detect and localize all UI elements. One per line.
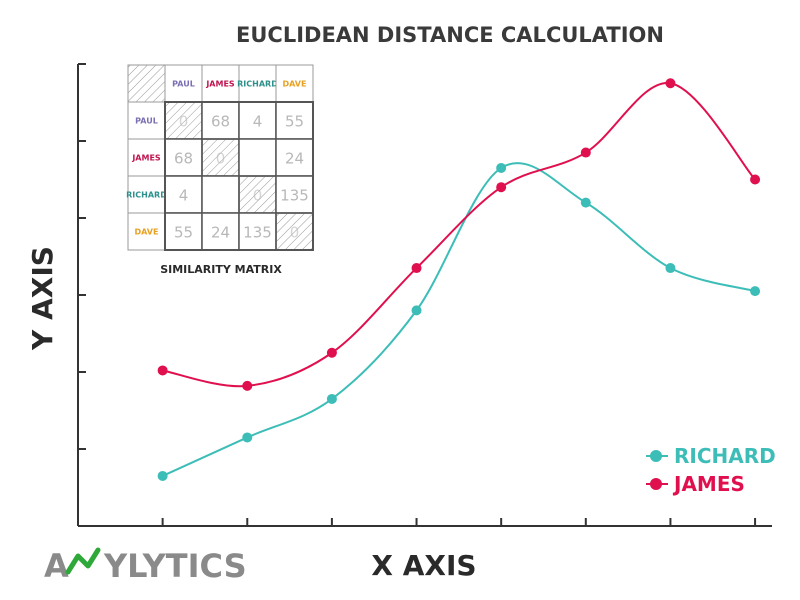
- similarity-matrix: PAUL JAMES RICHARD DAVEPAULJAMESRICHARDDAVE…: [126, 64, 314, 251]
- matrix-caption: SIMILARITY MATRIX: [160, 263, 282, 276]
- series-line-richard: [162, 162, 756, 477]
- matrix-row-head-cell-dave: [127, 212, 166, 251]
- matrix-value-1-2: 68: [211, 113, 230, 131]
- point-james-5: [496, 182, 507, 193]
- series-points: [157, 78, 761, 481]
- legend-label-richard: RICHARD: [674, 444, 776, 468]
- point-james-6: [580, 147, 591, 158]
- y-axis-label: Y AXIS: [26, 246, 59, 351]
- matrix-cell-4-1: [164, 212, 203, 251]
- point-richard-8: [750, 286, 761, 297]
- axes: [77, 63, 772, 527]
- matrix-value-1-3: 4: [253, 113, 263, 131]
- matrix-value-4-3: 135: [243, 224, 272, 242]
- matrix-value-2-2: 0: [216, 150, 226, 168]
- point-richard-2: [242, 432, 253, 443]
- legend: RICHARD JAMES: [646, 444, 776, 496]
- matrix-value-1-4: 55: [285, 113, 304, 131]
- legend-marker-james: [650, 478, 662, 490]
- point-richard-7: [665, 263, 676, 274]
- legend-marker-richard: [650, 450, 662, 462]
- point-james-7: [665, 78, 676, 89]
- matrix-cell-3-2: [201, 175, 240, 214]
- point-richard-3: [326, 393, 337, 404]
- matrix-value-4-4: 0: [290, 224, 300, 242]
- matrix-cell-2-3: [238, 138, 277, 177]
- point-james-1: [157, 365, 168, 376]
- matrix-value-4-2: 24: [211, 224, 230, 242]
- chart-title: EUCLIDEAN DISTANCE CALCULATION: [236, 23, 664, 47]
- matrix-col-head-cell-james: [201, 64, 240, 103]
- legend-label-james: JAMES: [672, 472, 745, 496]
- matrix-cell-1-1: [164, 101, 203, 140]
- point-james-3: [326, 347, 337, 358]
- matrix-value-1-1: 0: [179, 113, 189, 131]
- matrix-value-2-1: 68: [174, 150, 193, 168]
- logo-prefix: A: [44, 547, 69, 585]
- matrix-value-2-4: 24: [285, 150, 304, 168]
- matrix-corner: [127, 64, 166, 103]
- logo-suffix: YLYTICS: [103, 547, 247, 585]
- point-james-4: [411, 263, 422, 274]
- matrix-row-head-paul: PAUL: [135, 117, 158, 126]
- matrix-row-head-richard: RICHARD: [126, 191, 167, 200]
- point-richard-4: [411, 305, 422, 316]
- matrix-row-head-james: JAMES: [131, 154, 161, 163]
- matrix-col-head-paul: PAUL: [172, 80, 195, 89]
- x-axis-label: X AXIS: [371, 549, 476, 582]
- matrix-border: [164, 101, 314, 251]
- point-james-8: [750, 174, 761, 185]
- point-richard-1: [157, 470, 168, 481]
- matrix-col-head-cell-paul: [164, 64, 203, 103]
- matrix-value-4-1: 55: [174, 224, 193, 242]
- point-richard-5: [496, 162, 507, 173]
- matrix-value-3-1: 4: [179, 187, 189, 205]
- matrix-value-3-3: 0: [253, 187, 263, 205]
- matrix-cell-3-4: [275, 175, 314, 214]
- matrix-col-head-cell-dave: [275, 64, 314, 103]
- point-richard-6: [580, 197, 591, 208]
- matrix-col-head-richard: RICHARD: [237, 80, 278, 89]
- point-james-2: [242, 380, 253, 391]
- matrix-col-head-dave: DAVE: [283, 80, 307, 89]
- logo-mark-icon: [65, 547, 101, 575]
- logo: A YLYTICS: [44, 547, 247, 585]
- matrix-row-head-dave: DAVE: [135, 228, 159, 237]
- matrix-value-3-4: 135: [280, 187, 309, 205]
- matrix-col-head-james: JAMES: [205, 80, 235, 89]
